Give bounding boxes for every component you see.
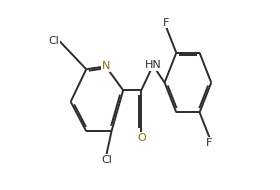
Text: F: F bbox=[163, 17, 170, 28]
Text: Cl: Cl bbox=[48, 36, 59, 46]
Text: O: O bbox=[137, 133, 146, 143]
Text: Cl: Cl bbox=[101, 155, 112, 165]
Text: HN: HN bbox=[144, 60, 161, 70]
Text: F: F bbox=[206, 138, 213, 148]
Text: N: N bbox=[101, 61, 110, 71]
